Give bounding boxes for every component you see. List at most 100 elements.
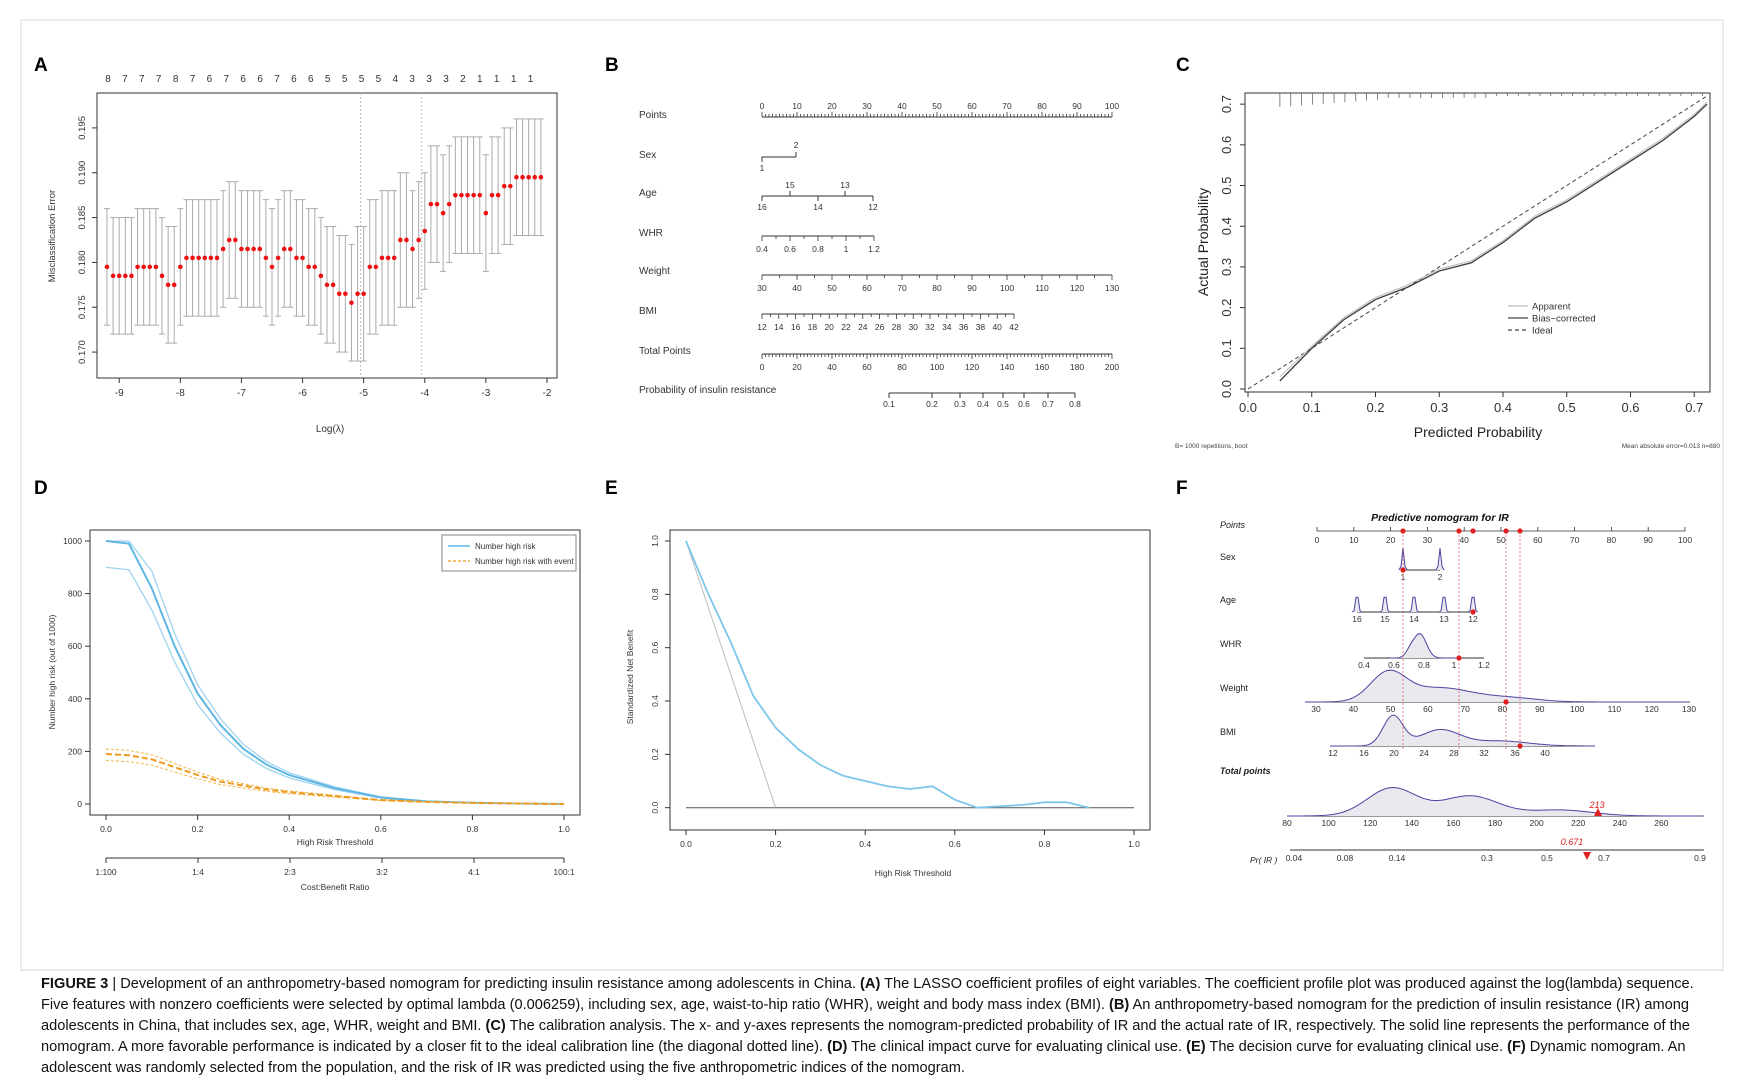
panel-label-d: D (34, 478, 48, 499)
data-point (526, 174, 531, 180)
data-point (141, 264, 146, 270)
y-tick-label: 1000 (63, 536, 82, 546)
scale-label: 12 (757, 322, 767, 332)
top-count-label: 7 (224, 74, 230, 85)
data-point (257, 246, 263, 252)
x-tick-label: -7 (237, 388, 246, 399)
footnote-right: Mean absolute error=0.013 n=880 (1622, 443, 1721, 450)
row-name: Age (1220, 595, 1236, 605)
age-label: 15 (1380, 614, 1390, 624)
top-count-label: 5 (342, 74, 348, 85)
x-tick-label: 0.8 (1038, 839, 1050, 849)
scale-label: 80 (897, 362, 907, 372)
scale-label: 40 (827, 362, 837, 372)
data-point (336, 291, 342, 297)
prob-label: 0.7 (1042, 399, 1054, 409)
top-count-label: 6 (240, 74, 246, 85)
x-tick-label: -8 (176, 388, 185, 399)
y-tick-label: 1.0 (650, 535, 660, 547)
scale-label: 24 (858, 322, 868, 332)
row-name: BMI (1220, 727, 1236, 737)
top-count-label: 7 (139, 74, 145, 85)
scale-label: 120 (965, 362, 979, 372)
x-tick-label: 0.6 (1621, 400, 1639, 415)
bmi-label: 12 (1328, 748, 1338, 758)
data-point (459, 192, 464, 198)
top-count-label: 7 (156, 74, 162, 85)
weight-label: 100 (1570, 704, 1584, 714)
prob-label: 0.8 (1069, 399, 1081, 409)
data-point (300, 255, 305, 261)
selected-point (1456, 528, 1462, 534)
data-point (483, 210, 489, 216)
data-point (428, 201, 434, 207)
scale-label: 40 (792, 283, 802, 293)
caption-text-d: The clinical impact curve for evaluating… (847, 1039, 1187, 1055)
age-label: 14 (1409, 614, 1419, 624)
data-point (508, 183, 513, 189)
data-point (361, 291, 366, 297)
y-tick-label: 0.0 (650, 801, 660, 813)
plot-frame (669, 529, 1151, 831)
selected-point (1400, 528, 1406, 534)
data-point (416, 237, 421, 243)
density-ridge (1330, 714, 1594, 747)
total-label: 200 (1530, 818, 1544, 828)
top-count-label: 3 (426, 74, 432, 85)
prob-label: 0.9 (1694, 853, 1706, 863)
row-name: Pr( IR ) (1250, 855, 1278, 865)
data-point (116, 273, 122, 279)
data-point (275, 255, 281, 261)
scale-label: 80 (932, 283, 942, 293)
whr-label: 0.8 (1418, 660, 1430, 670)
y-tick-label: 0.6 (1219, 136, 1234, 154)
row-name: Points (639, 110, 667, 121)
scale-label: 60 (1533, 535, 1543, 545)
legend-label: Ideal (1532, 326, 1553, 337)
data-point (501, 183, 507, 189)
total-label: 260 (1654, 818, 1668, 828)
figure-canvas: A B C D E F 8 7 7 7 8 7 6 7 6 6 7 6 6 5 5 5 5 4 3 3 3 2 1 1 1 1-9… (20, 19, 1724, 971)
panel-label-a: A (34, 55, 48, 76)
prob-label: 0.4 (977, 399, 989, 409)
treat-all-line (685, 540, 777, 808)
scale-label: 26 (875, 322, 885, 332)
age-label: 12 (1468, 614, 1478, 624)
data-point (489, 192, 495, 198)
scale-label: 0.8 (812, 244, 824, 254)
top-count-label: 5 (376, 74, 382, 85)
scale-label: 90 (1643, 535, 1653, 545)
density-ridge (1438, 596, 1450, 613)
y-tick-label: 400 (68, 694, 82, 704)
y-tick-label: 0.4 (650, 695, 660, 707)
x-tick-label: 0.6 (949, 839, 961, 849)
top-count-label: 6 (257, 74, 263, 85)
total-label: 220 (1571, 818, 1585, 828)
y-tick-label: 0.180 (77, 251, 88, 275)
y-tick-label: 0.195 (77, 116, 88, 140)
prob-value: 0.671 (1561, 837, 1584, 847)
data-point (159, 273, 165, 279)
bmi-label: 32 (1479, 748, 1489, 758)
row-name: Sex (1220, 552, 1236, 562)
sex-label: 2 (1438, 572, 1443, 582)
prob-label: 0.6 (1018, 399, 1030, 409)
scale-label: 60 (862, 283, 872, 293)
sex-label-2: 2 (794, 140, 799, 150)
scale-label: 0.6 (784, 244, 796, 254)
top-count-label: 8 (173, 74, 179, 85)
scale-label: 30 (1423, 535, 1433, 545)
y-tick-label: 0.5 (1219, 176, 1234, 194)
scale-label: 30 (908, 322, 918, 332)
x-tick-label: -6 (298, 388, 307, 399)
top-count-label: 1 (494, 74, 500, 85)
scale-label: 30 (862, 101, 872, 111)
x-tick-label: 0.4 (859, 839, 871, 849)
scale-label: 10 (792, 101, 802, 111)
x-tick-label: 0.5 (1558, 400, 1576, 415)
total-marker (1594, 808, 1602, 816)
y-axis-label: Number high risk (out of 1000) (47, 614, 57, 729)
scale-label: 20 (792, 362, 802, 372)
scale-label: 130 (1105, 283, 1119, 293)
age-label: 14 (813, 202, 823, 212)
